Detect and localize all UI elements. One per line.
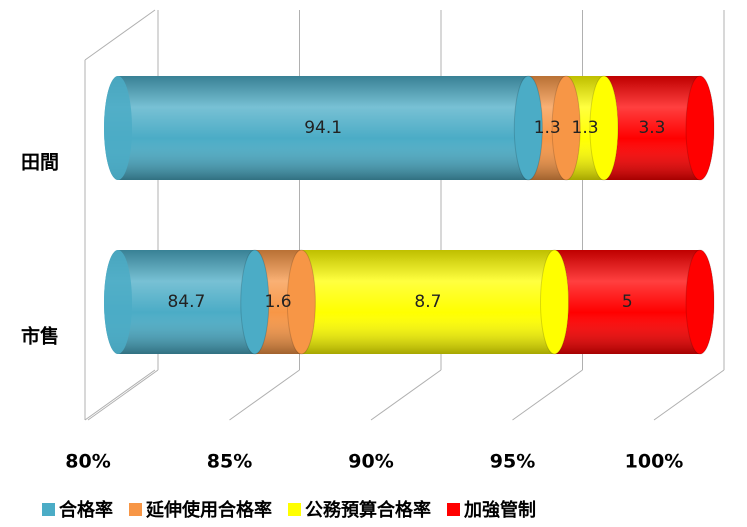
bar-group <box>104 75 715 181</box>
category-label: 田間 <box>21 152 59 174</box>
bar-end <box>104 76 132 180</box>
plot-frame <box>84 9 156 421</box>
floor-edge <box>84 369 156 421</box>
value-label: 5 <box>622 292 633 312</box>
value-label: 1.3 <box>572 118 599 138</box>
x-tick-label: 100% <box>625 451 684 473</box>
value-label: 3.3 <box>638 118 665 138</box>
bar-cap <box>589 75 619 181</box>
grid-line <box>87 369 159 421</box>
bar-cap <box>551 75 581 181</box>
value-label: 84.7 <box>167 292 205 312</box>
category-label: 市售 <box>21 325 59 348</box>
legend-label: 合格率 <box>59 499 113 521</box>
bar-end <box>104 250 132 354</box>
grid-line <box>370 369 442 421</box>
bar-cap <box>685 249 715 355</box>
value-label: 94.1 <box>304 118 342 138</box>
bar-cap <box>240 249 270 355</box>
grid-line <box>229 369 300 421</box>
legend-label: 加強管制 <box>463 499 536 521</box>
x-tick-label: 85% <box>207 451 252 473</box>
legend-label: 公務預算合格率 <box>305 499 431 521</box>
bar-cap <box>513 75 543 181</box>
grid-line <box>653 369 725 421</box>
grid-line <box>512 369 583 421</box>
value-label: 1.3 <box>534 118 561 138</box>
x-tick-label: 90% <box>348 451 393 473</box>
legend-swatch <box>129 503 142 516</box>
bar-cap <box>286 249 316 355</box>
side-edge <box>84 9 156 61</box>
bar-cap <box>540 249 569 355</box>
x-tick-label: 80% <box>65 451 110 473</box>
legend-swatch <box>42 503 55 516</box>
legend-swatch <box>447 503 460 516</box>
value-label: 8.7 <box>414 292 441 312</box>
x-tick-label: 95% <box>490 451 535 473</box>
legend-label: 延伸使用合格率 <box>145 499 272 521</box>
legend-swatch <box>288 503 301 516</box>
value-label: 1.6 <box>265 292 292 312</box>
bar-cap <box>685 75 715 181</box>
